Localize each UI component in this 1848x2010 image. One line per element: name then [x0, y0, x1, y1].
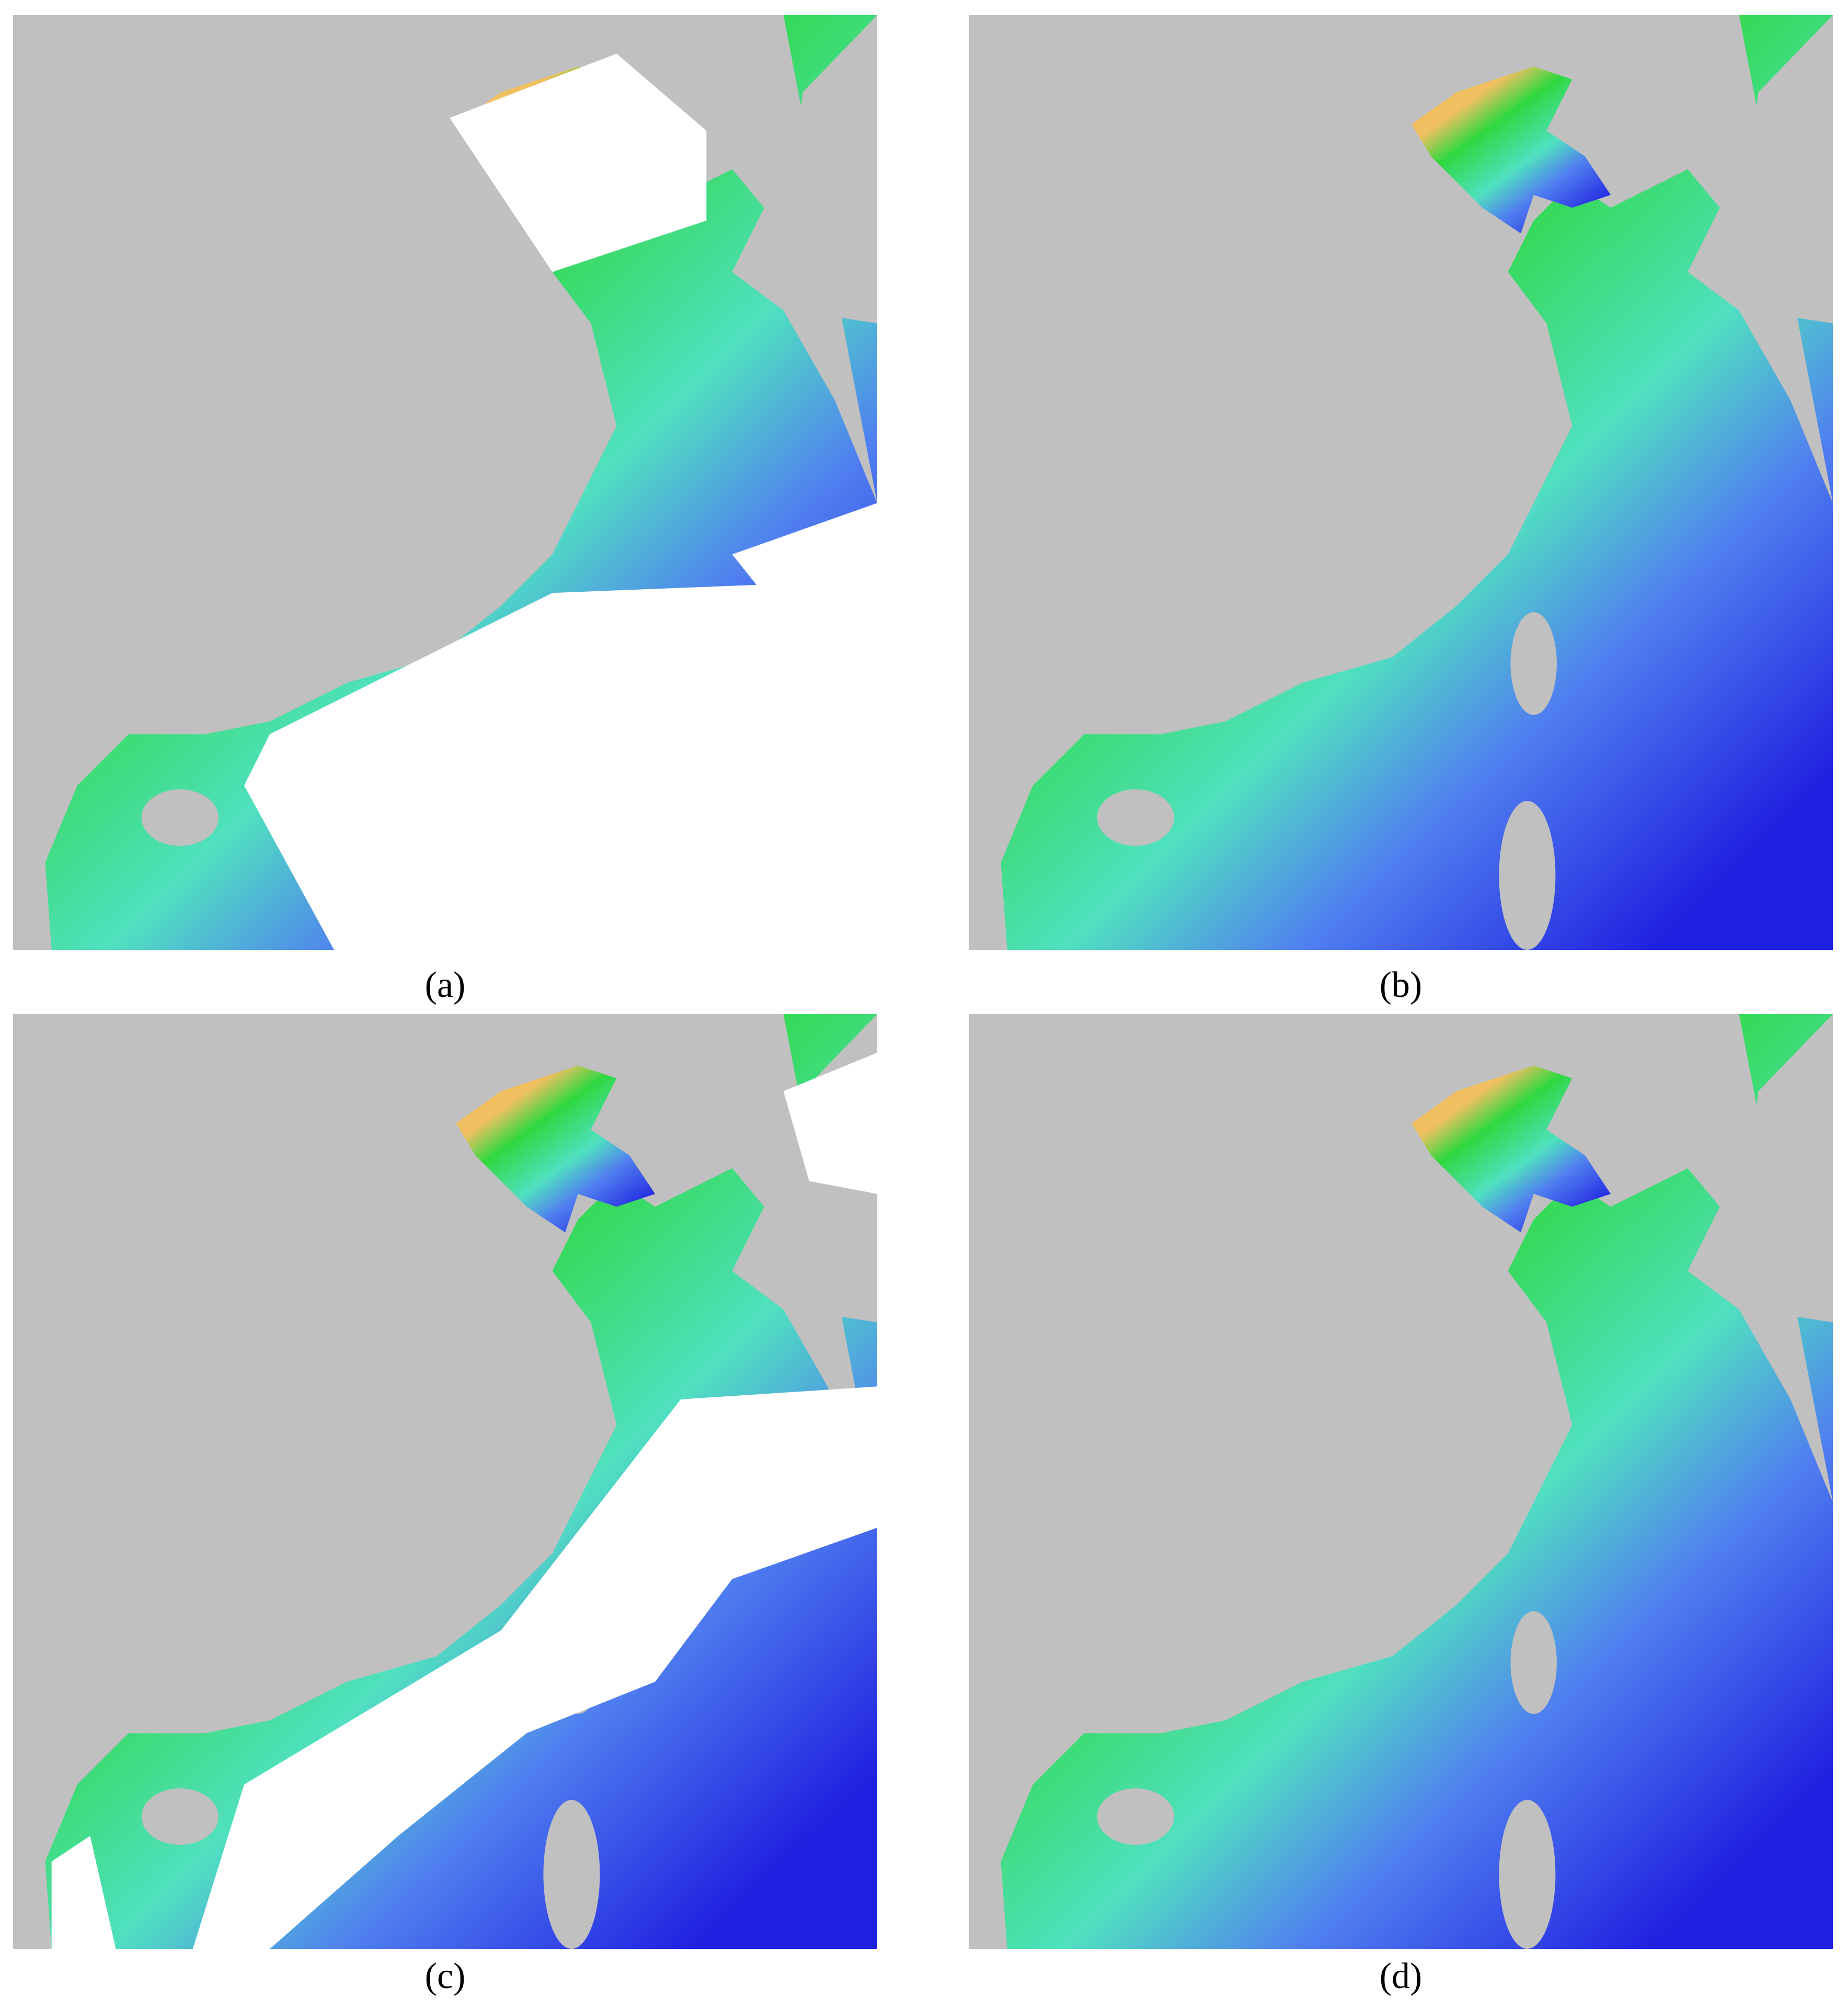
chlorophyll-map [13, 1014, 878, 1949]
panel-label: (d) [1379, 1956, 1422, 1996]
panel-label: (a) [424, 965, 466, 1005]
chlorophyll-map [969, 15, 1833, 950]
map-panel [13, 1014, 878, 1949]
map-panel [969, 1014, 1833, 1949]
chlorophyll-map [13, 15, 877, 950]
chlorophyll-map [969, 1014, 1833, 1949]
map-panel [13, 15, 877, 950]
map-panel [969, 15, 1833, 950]
panel-label: (c) [424, 1956, 466, 1996]
panel-label: (b) [1379, 965, 1422, 1005]
